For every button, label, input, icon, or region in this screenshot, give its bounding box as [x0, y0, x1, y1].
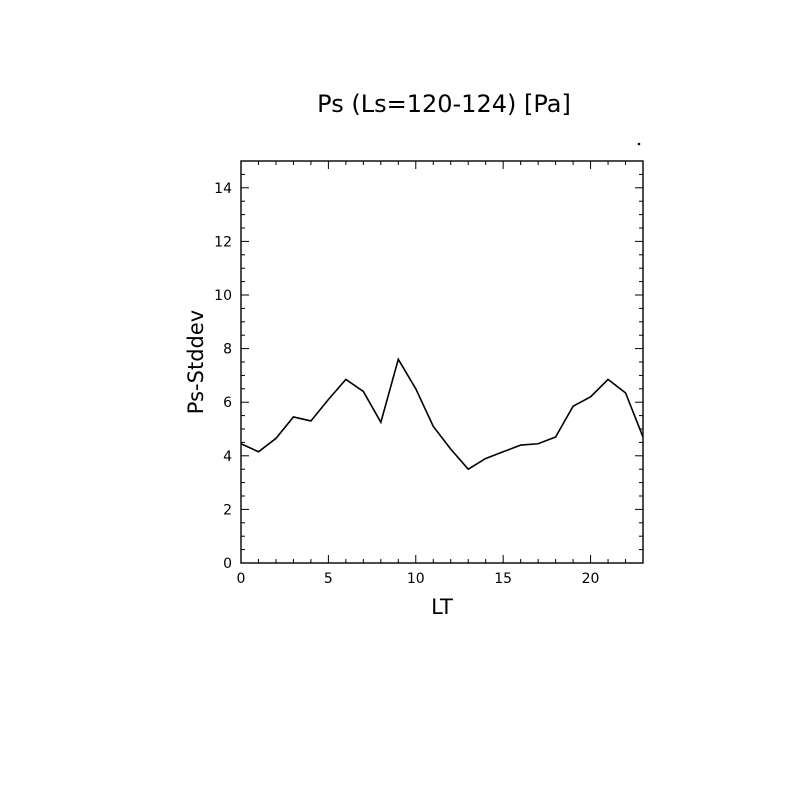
- x-tick-label: 0: [237, 571, 246, 587]
- y-tick-label: 8: [223, 342, 232, 358]
- y-tick-label: 0: [223, 556, 232, 572]
- x-axis-label: LT: [431, 595, 453, 619]
- y-tick-label: 12: [214, 234, 232, 250]
- ticks-layer: 0 2 4 6 8 10 12 14 0 5 10 15 20: [214, 160, 644, 587]
- x-tick-label: 10: [407, 571, 425, 587]
- y-tick-label: 10: [214, 288, 232, 304]
- y-tick-label: 4: [223, 449, 232, 465]
- series-layer: [240, 357, 644, 471]
- x-tick-label: 5: [324, 571, 333, 587]
- y-tick-label: 6: [223, 395, 232, 411]
- x-tick-label: 15: [494, 571, 512, 587]
- series-line: [240, 357, 644, 471]
- y-axis-label: Ps-Stddev: [184, 310, 208, 414]
- corner-dot: [637, 142, 641, 146]
- y-tick-label: 14: [214, 181, 232, 197]
- plot-frame: [240, 160, 644, 564]
- x-tick-label: 20: [582, 571, 600, 587]
- chart-title: Ps (Ls=120-124) [Pa]: [317, 90, 571, 118]
- y-tick-label: 2: [223, 502, 232, 518]
